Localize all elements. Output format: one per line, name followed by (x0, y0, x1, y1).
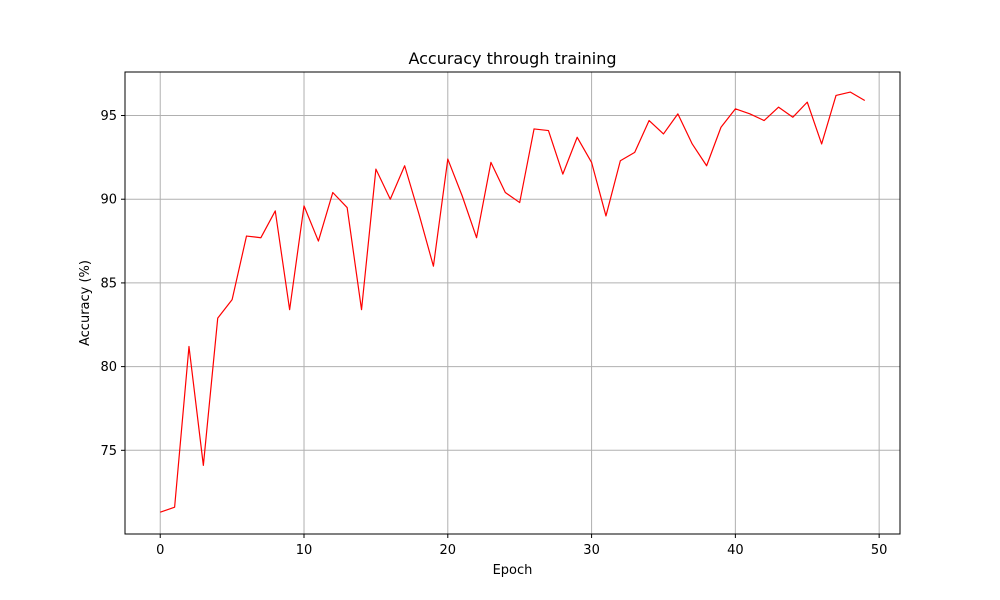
y-tick-label: 75 (100, 444, 117, 459)
y-tick-label: 85 (100, 276, 117, 291)
x-tick-label: 10 (296, 543, 313, 558)
y-tick-label: 90 (100, 193, 117, 208)
x-axis-label: Epoch (493, 563, 533, 578)
x-tick-label: 0 (156, 543, 164, 558)
y-tick-label: 95 (100, 109, 117, 124)
y-tick-label: 80 (100, 360, 117, 375)
x-tick-label: 40 (727, 543, 744, 558)
y-axis-label: Accuracy (%) (78, 260, 93, 346)
x-tick-label: 20 (440, 543, 457, 558)
x-tick-label: 50 (871, 543, 888, 558)
x-tick-label: 30 (583, 543, 600, 558)
chart-title: Accuracy through training (408, 49, 616, 68)
